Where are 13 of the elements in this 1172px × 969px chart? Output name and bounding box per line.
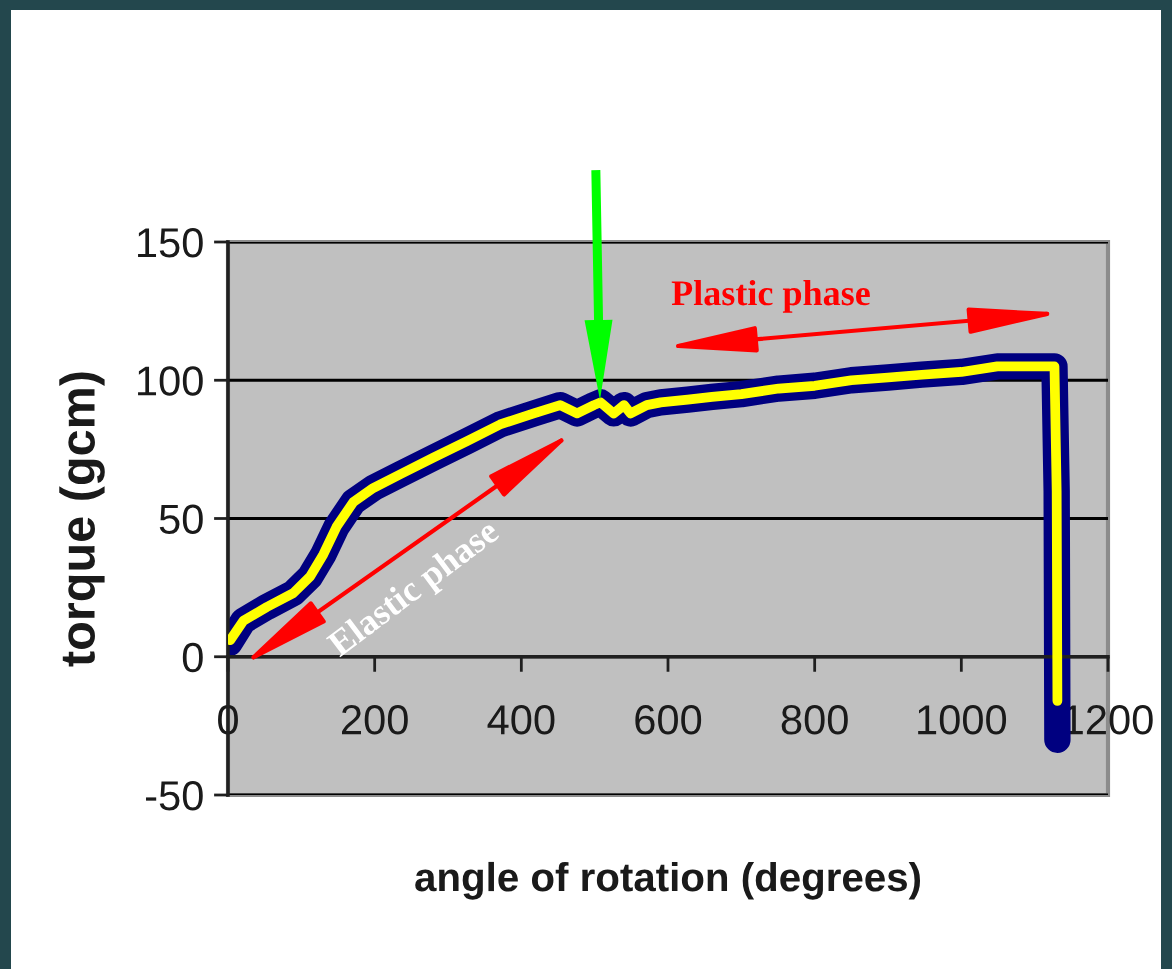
y-tick-label: 50 xyxy=(159,504,203,535)
y-tick-label: 0 xyxy=(182,642,203,673)
x-tick-label: 800 xyxy=(781,705,848,735)
x-tick-label: 1000 xyxy=(918,705,1007,735)
annotation: Plastic phase xyxy=(671,279,870,313)
x-tick-label: 200 xyxy=(342,705,408,735)
x-tick-label: 400 xyxy=(487,705,555,735)
y-tick-label: -50 xyxy=(146,781,203,811)
y-tick-label: 150 xyxy=(138,228,203,258)
x-axis-title: angle of rotation (degrees) xyxy=(415,861,921,900)
y-axis-title: torque (gcm) xyxy=(59,372,105,667)
x-tick-label: 600 xyxy=(635,705,702,735)
y-tick-label: 100 xyxy=(138,366,203,396)
